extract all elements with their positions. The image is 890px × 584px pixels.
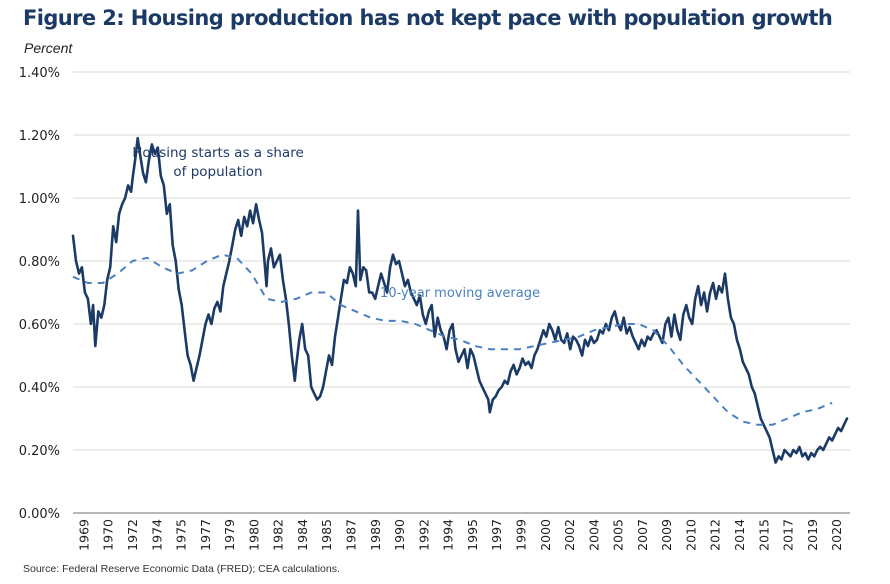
x-tick-label: 1974: [149, 519, 164, 551]
x-tick-label: 1970: [101, 519, 116, 551]
y-tick-label: 0.20%: [19, 444, 60, 459]
x-tick-label: 2019: [805, 519, 820, 551]
y-tick-label: 0.80%: [19, 255, 60, 270]
x-tick-label: 2000: [538, 519, 553, 551]
x-tick-label: 1977: [198, 519, 213, 551]
x-tick-label: 1994: [441, 519, 456, 551]
x-tick-label: 1992: [416, 519, 431, 551]
y-tick-label: 1.20%: [19, 129, 60, 144]
x-tick-label: 2017: [781, 519, 796, 551]
x-tick-label: 1990: [392, 519, 407, 551]
y-axis-unit-label: Percent: [24, 40, 73, 56]
x-tick-label: 2002: [562, 519, 577, 551]
x-tick-label: 1979: [222, 519, 237, 551]
y-axis-ticks: 0.00% 0.20% 0.40% 0.60% 0.80% 1.00% 1.20% 1.40%: [19, 66, 60, 522]
x-tick-label: 1999: [513, 519, 528, 551]
x-tick-label: 1995: [465, 519, 480, 551]
chart-title: Figure 2: Housing production has not kep…: [23, 6, 833, 30]
series-line-housing-starts: [71, 136, 849, 464]
x-tick-label: 2020: [829, 519, 844, 551]
series-line-moving-average: [72, 253, 833, 426]
y-tick-label: 1.40%: [19, 66, 60, 81]
y-tick-label: 1.00%: [19, 192, 60, 207]
annotation-housing-starts-line2: of population: [173, 164, 262, 180]
gridlines: [73, 71, 850, 514]
x-tick-label: 1984: [295, 519, 310, 551]
x-axis-ticks: 1969 1970 1972 1974 1975 1977 1979 1980 1982 1984…: [76, 519, 844, 551]
source-note: Source: Federal Reserve Economic Data (F…: [23, 563, 340, 575]
annotation-moving-average: 10-year moving average: [380, 286, 540, 301]
x-tick-label: 2014: [732, 519, 747, 551]
x-tick-label: 2012: [708, 519, 723, 551]
x-tick-label: 2007: [635, 519, 650, 551]
x-tick-label: 2015: [756, 519, 771, 551]
x-tick-label: 2009: [659, 519, 674, 551]
x-tick-label: 1997: [489, 519, 504, 551]
x-tick-label: 1982: [271, 519, 286, 551]
x-tick-label: 1972: [125, 519, 140, 551]
y-tick-label: 0.60%: [19, 318, 60, 333]
x-tick-label: 1975: [174, 519, 189, 551]
x-tick-label: 1969: [76, 519, 91, 551]
y-tick-label: 0.00%: [19, 507, 60, 522]
x-tick-label: 1987: [344, 519, 359, 551]
x-tick-label: 1980: [246, 519, 261, 551]
x-tick-label: 1985: [319, 519, 334, 551]
x-tick-label: 1989: [368, 519, 383, 551]
series-group: [71, 136, 849, 464]
annotation-housing-starts-line1: Housing starts as a share: [132, 145, 304, 161]
y-tick-label: 0.40%: [19, 381, 60, 396]
x-tick-label: 2005: [611, 519, 626, 551]
x-tick-label: 2010: [683, 519, 698, 551]
x-tick-label: 2004: [586, 519, 601, 551]
